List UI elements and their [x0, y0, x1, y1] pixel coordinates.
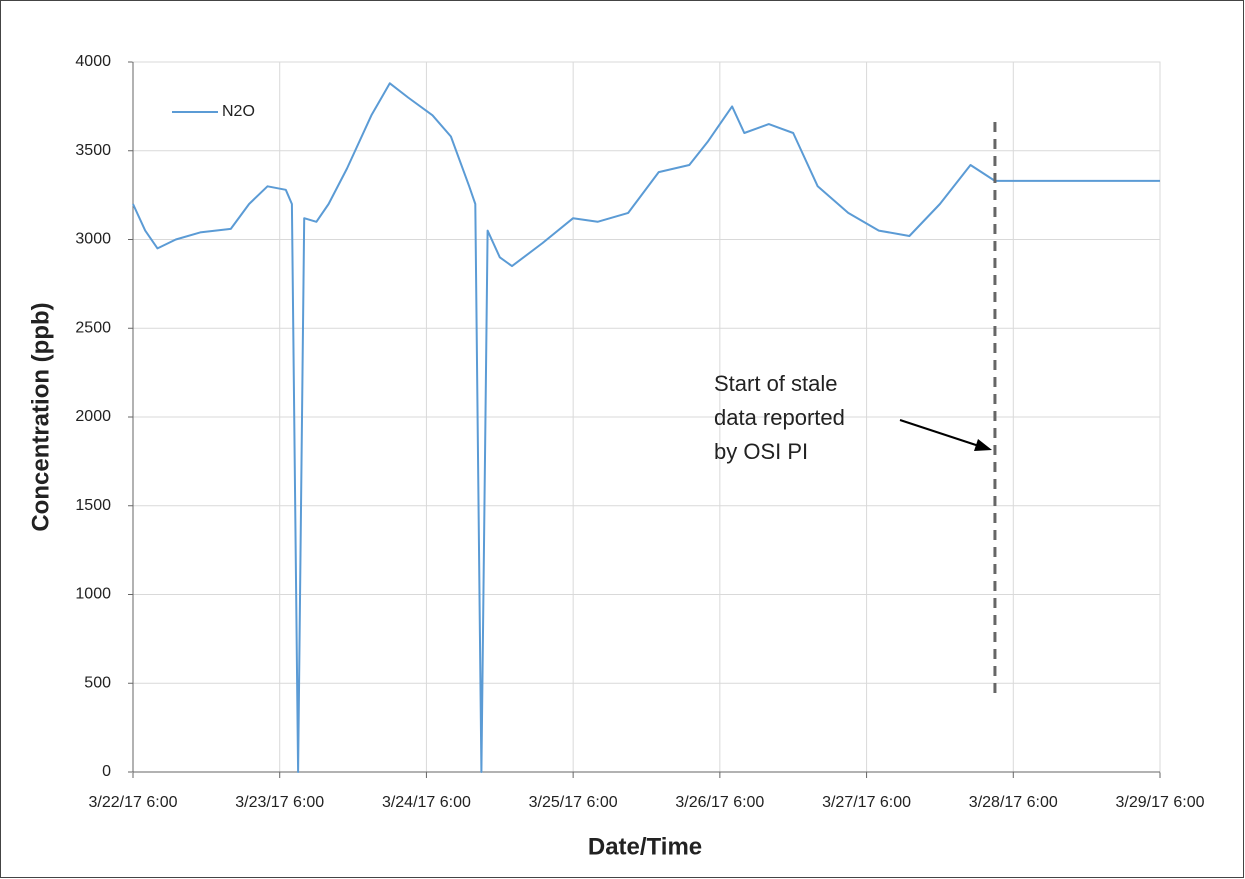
y-tick-label: 2500	[75, 319, 111, 336]
annotation-text: by OSI PI	[714, 439, 808, 464]
annotation-text: data reported	[714, 405, 845, 430]
y-tick-label: 0	[102, 763, 111, 780]
y-tick-label: 3000	[75, 231, 111, 248]
y-tick-label: 500	[84, 674, 111, 691]
x-tick-label: 3/23/17 6:00	[235, 794, 324, 811]
y-tick-label: 3500	[75, 142, 111, 159]
x-tick-label: 3/29/17 6:00	[1116, 794, 1205, 811]
x-tick-label: 3/24/17 6:00	[382, 794, 471, 811]
data-line	[132, 82, 1160, 773]
y-tick-label: 1000	[75, 586, 111, 603]
annotation-arrowhead	[974, 439, 992, 451]
x-tick-label: 3/25/17 6:00	[529, 794, 618, 811]
annotation-text: Start of stale	[714, 371, 838, 396]
x-tick-label: 3/26/17 6:00	[675, 794, 764, 811]
x-tick-label: 3/28/17 6:00	[969, 794, 1058, 811]
x-axis-label: Date/Time	[588, 833, 702, 860]
legend-label: N2O	[222, 103, 255, 120]
y-tick-label: 1500	[75, 497, 111, 514]
x-tick-label: 3/27/17 6:00	[822, 794, 911, 811]
y-axis-label: Concentration (ppb)	[27, 302, 54, 531]
x-tick-label: 3/22/17 6:00	[89, 794, 178, 811]
y-tick-label: 2000	[75, 408, 111, 425]
y-tick-label: 4000	[75, 53, 111, 70]
annotation-arrow	[899, 419, 983, 448]
